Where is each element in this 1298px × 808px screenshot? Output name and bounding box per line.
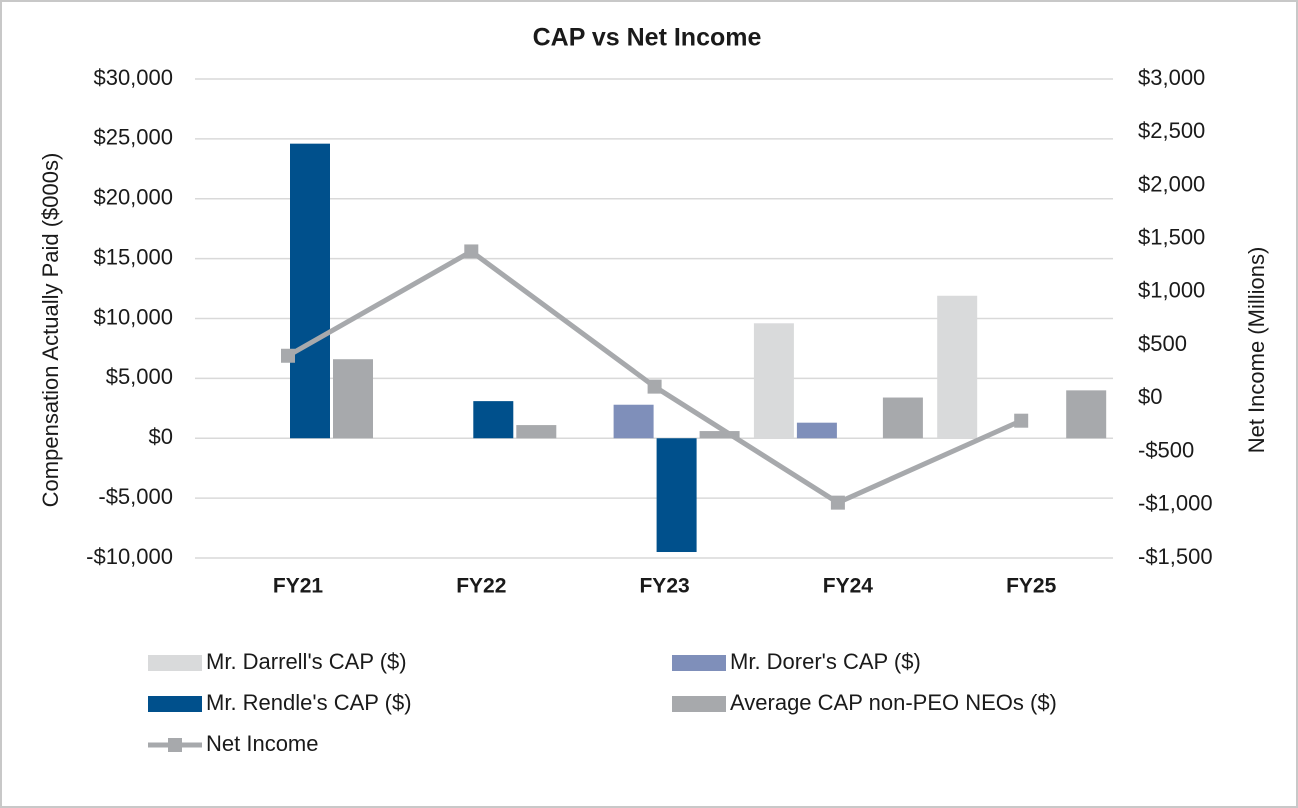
- x-tick-label: FY24: [823, 575, 874, 598]
- line-marker: [464, 244, 479, 259]
- chart-title: CAP vs Net Income: [533, 24, 762, 52]
- y-tick-label: $20,000: [93, 185, 173, 210]
- y-tick-label: $10,000: [93, 304, 173, 329]
- y-tick-label: $5,000: [106, 364, 173, 389]
- x-tick-label: FY23: [639, 575, 689, 598]
- y2-tick-label: -$1,500: [1138, 544, 1213, 569]
- y-axis-label: Compensation Actually Paid ($000s): [38, 153, 63, 508]
- bar: [1066, 390, 1107, 439]
- bar: [516, 425, 557, 439]
- y-tick-label: $30,000: [93, 65, 173, 90]
- bar: [753, 323, 794, 439]
- y2-tick-label: -$500: [1138, 437, 1194, 462]
- y-tick-label: $25,000: [93, 125, 173, 150]
- x-tick-label: FY21: [273, 575, 324, 598]
- bar: [656, 438, 697, 553]
- bar: [796, 422, 837, 439]
- x-tick-label: FY25: [1006, 575, 1057, 598]
- y-tick-label: $15,000: [93, 244, 173, 269]
- y2-axis-label: Net Income (Millions): [1244, 247, 1269, 454]
- bar: [473, 401, 514, 439]
- y2-tick-label: $1,000: [1138, 278, 1205, 303]
- line-marker: [281, 348, 295, 363]
- legend-label: Mr. Rendle's CAP ($): [206, 690, 412, 715]
- legend-swatch: [148, 655, 202, 671]
- legend-label: Net Income: [206, 731, 319, 756]
- y2-tick-label: -$1,000: [1138, 491, 1213, 516]
- x-tick-label: FY22: [456, 575, 506, 598]
- bar: [882, 397, 923, 439]
- y-tick-label: -$5,000: [98, 484, 173, 509]
- legend-swatch: [148, 696, 202, 712]
- y2-tick-label: $0: [1138, 384, 1162, 409]
- line-marker: [1014, 413, 1029, 428]
- bar: [699, 431, 740, 439]
- bar: [333, 359, 373, 439]
- line-marker: [647, 379, 662, 394]
- legend-swatch: [672, 655, 726, 671]
- line-marker: [830, 495, 845, 510]
- bar: [613, 404, 654, 439]
- y2-tick-label: $2,000: [1138, 171, 1205, 196]
- y2-tick-label: $1,500: [1138, 224, 1205, 249]
- bar: [290, 143, 330, 439]
- legend-swatch: [672, 696, 726, 712]
- y2-tick-label: $500: [1138, 331, 1187, 356]
- legend-swatch: [168, 738, 182, 752]
- y2-tick-label: $3,000: [1138, 65, 1205, 90]
- y2-tick-label: $2,500: [1138, 118, 1205, 143]
- y-tick-label: $0: [149, 424, 173, 449]
- legend-label: Mr. Dorer's CAP ($): [730, 649, 921, 674]
- legend-label: Mr. Darrell's CAP ($): [206, 649, 407, 674]
- y-tick-label: -$10,000: [86, 544, 173, 569]
- legend-label: Average CAP non-PEO NEOs ($): [730, 690, 1057, 715]
- bar: [937, 295, 978, 439]
